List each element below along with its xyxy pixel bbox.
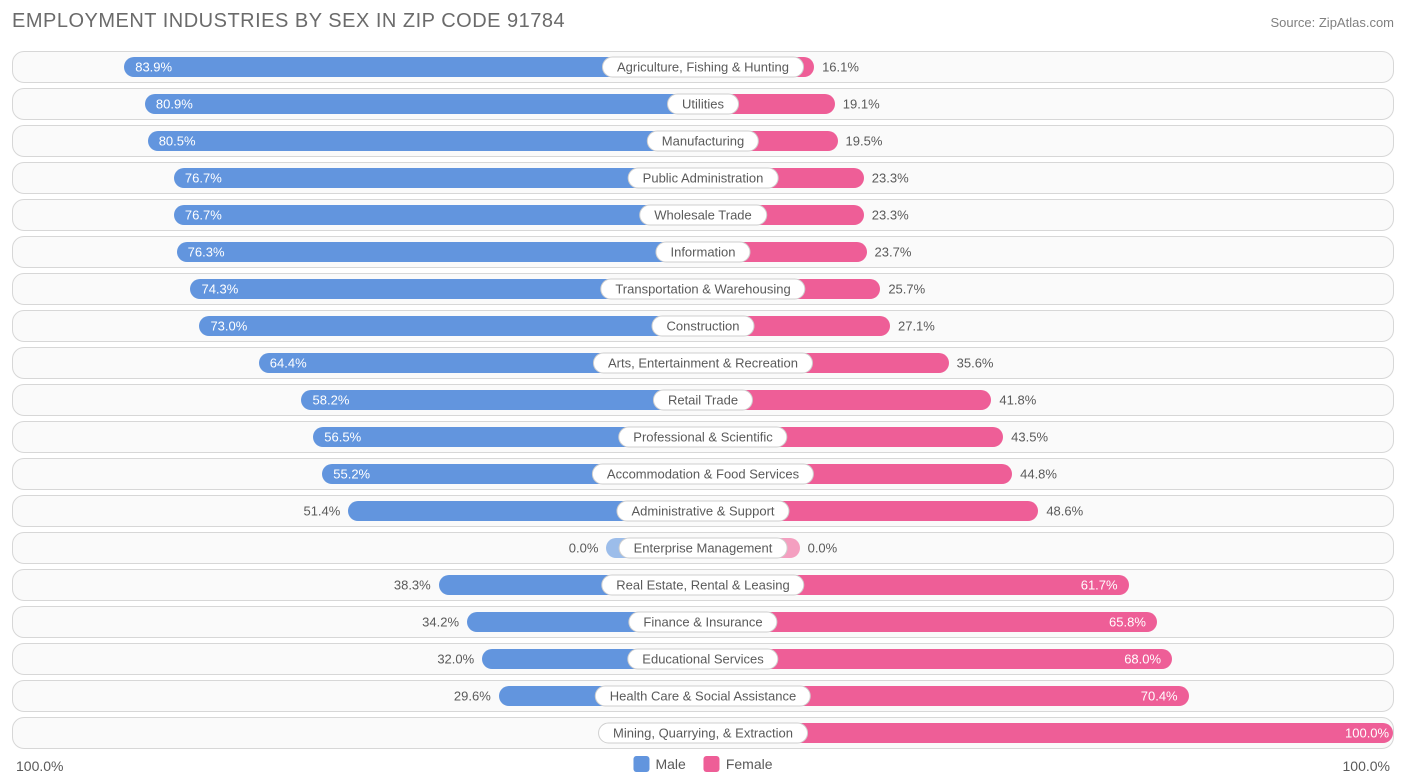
female-value: 23.3%: [872, 208, 909, 223]
female-value: 16.1%: [822, 60, 859, 75]
male-value: 58.2%: [313, 393, 350, 408]
chart-row: 80.9% 19.1% Utilities: [12, 88, 1394, 120]
category-label: Professional & Scientific: [618, 427, 787, 448]
chart-row: 80.5% 19.5% Manufacturing: [12, 125, 1394, 157]
chart-title: EMPLOYMENT INDUSTRIES BY SEX IN ZIP CODE…: [12, 10, 565, 33]
axis-left-label: 100.0%: [16, 758, 63, 774]
female-value: 19.5%: [846, 134, 883, 149]
category-label: Educational Services: [627, 649, 778, 670]
legend-female-label: Female: [726, 756, 773, 772]
chart-axis: 100.0% Male Female 100.0%: [12, 754, 1394, 782]
category-label: Enterprise Management: [619, 538, 788, 559]
category-label: Transportation & Warehousing: [600, 279, 805, 300]
female-value: 43.5%: [1011, 430, 1048, 445]
male-bar: [145, 94, 703, 114]
chart-row: 51.4% 48.6% Administrative & Support: [12, 495, 1394, 527]
chart-row: 29.6% 70.4% Health Care & Social Assistanc…: [12, 680, 1394, 712]
chart-row: 76.7% 23.3% Public Administration: [12, 162, 1394, 194]
female-value: 70.4%: [1141, 689, 1178, 704]
chart-row: 58.2% 41.8% Retail Trade: [12, 384, 1394, 416]
male-value: 73.0%: [210, 319, 247, 334]
male-bar: [301, 390, 703, 410]
axis-right-label: 100.0%: [1343, 758, 1390, 774]
chart-row: 56.5% 43.5% Professional & Scientific: [12, 421, 1394, 453]
male-bar: [177, 242, 703, 262]
male-value: 76.7%: [185, 208, 222, 223]
male-value: 51.4%: [303, 504, 340, 519]
category-label: Accommodation & Food Services: [592, 464, 814, 485]
chart-row: 0.0%100.0%Mining, Quarrying, & Extractio…: [12, 717, 1394, 749]
male-value: 34.2%: [422, 615, 459, 630]
female-value: 48.6%: [1046, 504, 1083, 519]
female-value: 23.7%: [875, 245, 912, 260]
category-label: Public Administration: [628, 168, 779, 189]
female-value: 68.0%: [1124, 652, 1161, 667]
category-label: Wholesale Trade: [639, 205, 767, 226]
chart-source: Source: ZipAtlas.com: [1270, 15, 1394, 30]
category-label: Mining, Quarrying, & Extraction: [598, 723, 808, 744]
diverging-bar-chart: 83.9% 16.1% Agriculture, Fishing & Hunting…: [12, 51, 1394, 749]
category-label: Manufacturing: [647, 131, 759, 152]
chart-row: 76.7% 23.3% Wholesale Trade: [12, 199, 1394, 231]
category-label: Agriculture, Fishing & Hunting: [602, 57, 804, 78]
male-value: 55.2%: [333, 467, 370, 482]
male-value: 38.3%: [394, 578, 431, 593]
male-value: 0.0%: [569, 541, 599, 556]
male-value: 29.6%: [454, 689, 491, 704]
male-value: 83.9%: [135, 60, 172, 75]
category-label: Retail Trade: [653, 390, 753, 411]
male-value: 56.5%: [324, 430, 361, 445]
legend-male-label: Male: [655, 756, 685, 772]
legend-male: Male: [633, 756, 685, 772]
male-value: 80.5%: [159, 134, 196, 149]
female-value: 27.1%: [898, 319, 935, 334]
legend-male-swatch: [633, 756, 649, 772]
category-label: Finance & Insurance: [628, 612, 777, 633]
category-label: Real Estate, Rental & Leasing: [601, 575, 804, 596]
chart-row: 83.9% 16.1% Agriculture, Fishing & Hunting: [12, 51, 1394, 83]
male-value: 80.9%: [156, 97, 193, 112]
category-label: Arts, Entertainment & Recreation: [593, 353, 813, 374]
category-label: Health Care & Social Assistance: [595, 686, 811, 707]
chart-legend: Male Female: [633, 756, 772, 772]
male-value: 76.7%: [185, 171, 222, 186]
chart-row: 38.3% 61.7% Real Estate, Rental & Leasing: [12, 569, 1394, 601]
category-label: Administrative & Support: [616, 501, 789, 522]
chart-header: EMPLOYMENT INDUSTRIES BY SEX IN ZIP CODE…: [12, 10, 1394, 33]
chart-row: 0.0% 0.0% Enterprise Management: [12, 532, 1394, 564]
male-bar: [174, 205, 703, 225]
male-bar: [174, 168, 703, 188]
male-value: 32.0%: [437, 652, 474, 667]
female-value: 23.3%: [872, 171, 909, 186]
female-value: 35.6%: [957, 356, 994, 371]
female-value: 0.0%: [808, 541, 838, 556]
female-value: 65.8%: [1109, 615, 1146, 630]
legend-female: Female: [704, 756, 773, 772]
female-value: 41.8%: [999, 393, 1036, 408]
male-value: 76.3%: [188, 245, 225, 260]
male-value: 64.4%: [270, 356, 307, 371]
category-label: Information: [655, 242, 750, 263]
female-value: 100.0%: [1345, 726, 1389, 741]
female-value: 61.7%: [1081, 578, 1118, 593]
female-value: 19.1%: [843, 97, 880, 112]
female-value: 44.8%: [1020, 467, 1057, 482]
chart-row: 34.2% 65.8% Finance & Insurance: [12, 606, 1394, 638]
chart-row: 55.2% 44.8% Accommodation & Food Services: [12, 458, 1394, 490]
male-value: 74.3%: [201, 282, 238, 297]
category-label: Construction: [652, 316, 755, 337]
category-label: Utilities: [667, 94, 739, 115]
chart-row: 76.3% 23.7% Information: [12, 236, 1394, 268]
male-bar: [148, 131, 703, 151]
chart-row: 73.0% 27.1% Construction: [12, 310, 1394, 342]
chart-row: 74.3% 25.7% Transportation & Warehousing: [12, 273, 1394, 305]
legend-female-swatch: [704, 756, 720, 772]
male-bar: [199, 316, 703, 336]
chart-row: 32.0% 68.0% Educational Services: [12, 643, 1394, 675]
chart-row: 64.4% 35.6% Arts, Entertainment & Recreati…: [12, 347, 1394, 379]
female-value: 25.7%: [888, 282, 925, 297]
